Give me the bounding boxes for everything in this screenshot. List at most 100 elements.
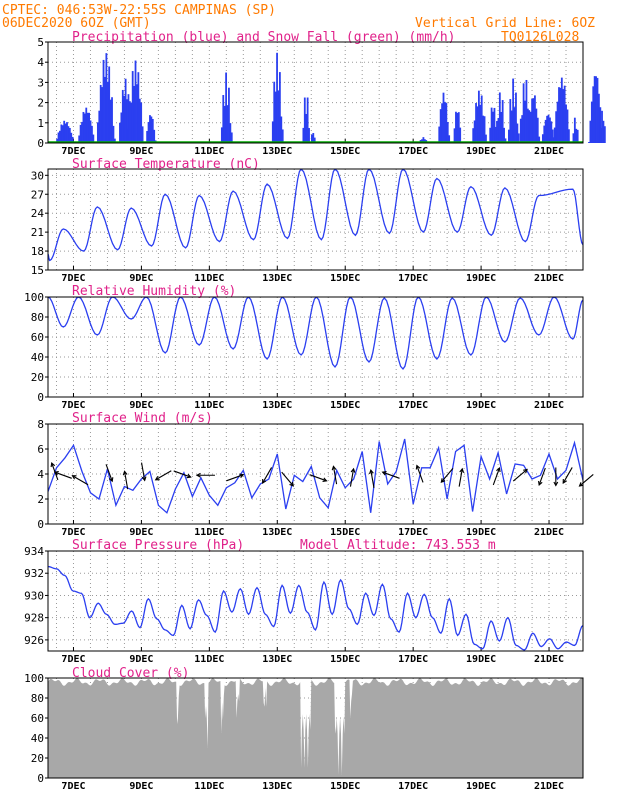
precip-bar <box>225 72 228 143</box>
y-tick-label: 24 <box>31 207 45 220</box>
precip-bar <box>555 111 558 143</box>
precip-bar <box>595 76 597 143</box>
x-tick-label: 15DEC <box>330 146 360 157</box>
wind-arrow-head <box>239 473 245 479</box>
precip-bar <box>222 95 225 143</box>
precip-bar <box>109 99 112 143</box>
precip-bar <box>108 66 111 143</box>
x-tick-label: 17DEC <box>398 273 428 284</box>
precip-bar <box>596 77 599 143</box>
precip-bar <box>149 115 151 143</box>
x-tick-label: 7DEC <box>61 146 85 157</box>
precip-bar <box>516 123 519 143</box>
y-tick-label: 4 <box>37 468 44 481</box>
precip-bar <box>498 92 501 143</box>
precip-bar <box>134 60 137 143</box>
precip-bar <box>439 109 442 143</box>
precip-bar <box>483 116 486 143</box>
precip-bar <box>150 116 153 143</box>
precip-bar <box>121 89 124 143</box>
x-tick-label: 9DEC <box>129 400 153 411</box>
precip-bar <box>477 90 480 143</box>
wind-arrow-head <box>562 479 567 485</box>
precip-bar <box>457 112 460 143</box>
precip-bar <box>517 133 520 143</box>
precip-bar <box>102 59 105 144</box>
y-tick-label: 3 <box>37 76 44 89</box>
precip-bar <box>515 92 517 143</box>
precip-bar <box>89 120 92 143</box>
precip-bar <box>455 111 457 143</box>
precip-bar <box>271 121 274 143</box>
precip-bar <box>141 126 144 143</box>
y-tick-label: 1 <box>37 117 44 130</box>
x-tick-label: 7DEC <box>61 273 85 284</box>
precip-bar <box>446 122 449 143</box>
precip-bar <box>501 100 504 143</box>
wind-title: Surface Wind (m/s) <box>72 411 213 426</box>
precip-bar <box>306 97 309 143</box>
y-tick-label: 40 <box>31 351 44 364</box>
precip-bar <box>482 115 485 143</box>
precip-bar <box>79 124 82 143</box>
precip-bar <box>281 129 284 143</box>
precip-bar <box>456 112 459 143</box>
precip-bar <box>556 101 559 143</box>
wind-arrow <box>370 470 375 488</box>
precip-bar <box>127 128 130 143</box>
precip-bar <box>599 127 602 143</box>
precip-bar <box>459 127 462 143</box>
precip-bar <box>302 127 305 143</box>
precip-bar <box>497 117 500 143</box>
y-tick-label: 5 <box>37 36 44 49</box>
y-tick-label: 0 <box>37 391 44 404</box>
precip-bar <box>507 129 510 143</box>
precip-bar <box>535 108 538 143</box>
x-tick-label: 19DEC <box>466 273 496 284</box>
wind-arrow <box>54 471 72 479</box>
precip-bar <box>127 94 130 143</box>
wind-arrow <box>262 467 273 484</box>
y-tick-label: 4 <box>37 56 44 69</box>
x-tick-label: 11DEC <box>194 781 224 792</box>
wind-arrow-head <box>538 480 543 487</box>
precip-bar <box>305 113 308 143</box>
precip-bar <box>598 93 600 143</box>
x-tick-label: 15DEC <box>330 273 360 284</box>
x-tick-label: 21DEC <box>534 273 564 284</box>
precip-bar <box>128 101 131 143</box>
wind-arrow-head <box>322 477 328 482</box>
precip-bar <box>531 98 533 143</box>
precip-bar <box>88 112 90 143</box>
x-tick-label: 9DEC <box>129 654 153 665</box>
precip-bar <box>513 107 516 143</box>
wind-arrow <box>458 468 463 487</box>
wind-arrow-head <box>53 471 59 476</box>
wind-arrow-head <box>350 467 356 473</box>
x-tick-label: 17DEC <box>398 527 428 538</box>
precipitation-panel: Precipitation (blue) and Snow Fall (gree… <box>37 30 606 157</box>
precip-bar <box>573 117 576 143</box>
precip-bar <box>228 87 230 143</box>
precip-bar <box>526 108 529 143</box>
wind-arrow-head <box>440 478 446 484</box>
wind-arrow <box>173 470 191 478</box>
y-tick-label: 20 <box>31 371 44 384</box>
precip-bar <box>313 137 316 143</box>
cloud-cover-area <box>48 678 583 778</box>
x-tick-label: 17DEC <box>398 146 428 157</box>
precip-bar <box>575 128 578 143</box>
precip-bar <box>273 81 276 143</box>
precip-bar <box>56 138 59 143</box>
precip-bar <box>551 129 554 143</box>
x-tick-label: 15DEC <box>330 654 360 665</box>
precip-bar <box>566 109 569 143</box>
precip-bar <box>521 115 524 143</box>
precip-bar <box>590 101 593 143</box>
precip-bar <box>63 120 66 143</box>
precip-bar <box>480 95 483 143</box>
precip-bar <box>104 76 106 143</box>
precip-bar <box>522 83 525 143</box>
precip-bar <box>489 127 492 143</box>
precip-bar <box>119 122 121 143</box>
